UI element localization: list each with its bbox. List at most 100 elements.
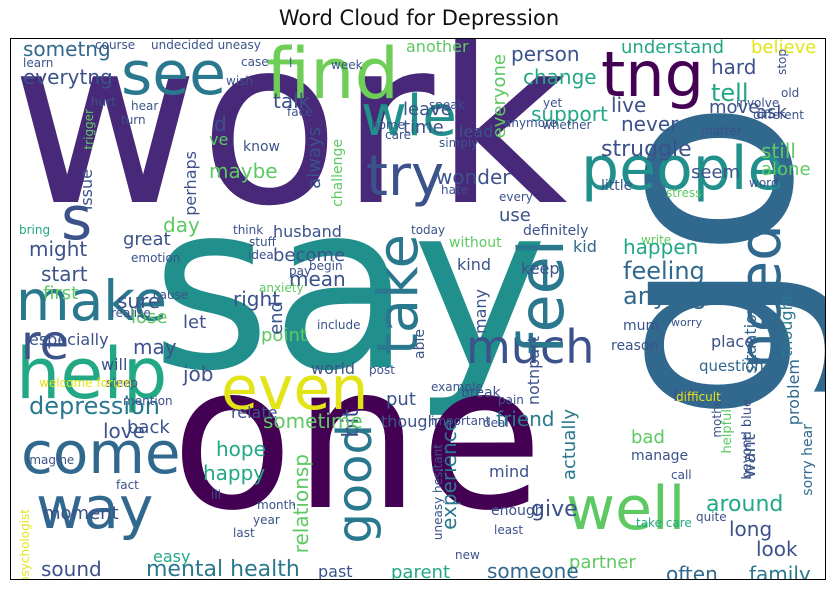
word-give: give: [531, 497, 578, 522]
word-re: re: [21, 315, 70, 371]
word-ve: ve: [209, 130, 229, 149]
word-even: even: [221, 354, 369, 424]
word-care: care: [385, 128, 412, 142]
word-stress: stress: [666, 186, 702, 200]
word-come: come: [21, 419, 181, 487]
word-mental-health: mental health: [146, 557, 300, 580]
word-lot: lot: [673, 385, 697, 406]
word-whether: whether: [542, 118, 592, 132]
word-cloud: work say one go people find tng see help make come…: [10, 38, 826, 580]
word-understand: understand: [621, 38, 725, 58]
word-sometng: sometng: [23, 38, 111, 61]
word-different: different: [753, 108, 804, 122]
word-mum: mum: [623, 318, 660, 334]
word-easy: easy: [153, 547, 191, 566]
word-every: every: [499, 190, 533, 204]
word-hear: hear: [131, 99, 159, 113]
word-anymore: anymore: [504, 116, 558, 130]
word-people: people: [581, 134, 785, 204]
word-definitely: definitely: [523, 223, 589, 239]
word-problem: problem: [784, 359, 803, 426]
word-important: important: [431, 414, 491, 428]
word-use: use: [499, 205, 531, 226]
word-stop: stop: [775, 49, 789, 75]
word-might: might: [29, 237, 88, 261]
word-long: long: [729, 517, 773, 541]
word-point: point: [261, 325, 307, 346]
word-hate: hate: [441, 183, 469, 197]
word-little: little: [601, 178, 633, 194]
word-happen: happen: [623, 235, 699, 259]
word-alone: alone: [761, 159, 811, 180]
word-bad: bad: [631, 427, 665, 448]
word-though: though: [381, 412, 438, 431]
word-word: word: [749, 176, 779, 190]
word-kid: kid: [573, 237, 597, 256]
word-simply: simply: [439, 136, 479, 150]
word-course: course: [95, 38, 136, 52]
word-call: call: [671, 468, 692, 482]
word-learn: learn: [23, 56, 54, 70]
word-ask: ask: [756, 102, 787, 123]
word-turn: turn: [121, 113, 146, 127]
word-find: find: [266, 38, 399, 115]
word-hurt: hurt: [91, 95, 116, 109]
word-stuff: stuff: [249, 235, 276, 249]
word-s: s: [61, 184, 93, 254]
word-break: break: [461, 385, 501, 401]
word-year: year: [253, 513, 280, 527]
word-keep: keep: [521, 259, 560, 278]
word-month: month: [257, 498, 296, 512]
word-week: week: [331, 58, 363, 72]
word-wish: wish: [226, 74, 254, 88]
word-know: know: [243, 139, 280, 155]
word-husband: husband: [273, 222, 342, 241]
word-struggle: struggle: [601, 137, 692, 162]
word-never: never: [621, 112, 679, 136]
word-good: good: [327, 424, 383, 544]
word-yet: yet: [543, 96, 563, 110]
word-issue: issue: [77, 169, 96, 211]
word-quite: quite: [696, 510, 727, 524]
word-trigger: trigger: [82, 109, 96, 150]
word-place: place: [711, 332, 755, 351]
word-wonder: wonder: [436, 165, 511, 189]
word-old: old: [781, 86, 800, 100]
word-live: live: [611, 93, 647, 117]
word-reason: reason: [611, 338, 659, 354]
word-anytng: anytng: [623, 282, 707, 310]
word-job: job: [183, 362, 214, 386]
word-leave: leave: [403, 99, 452, 120]
word-believe: believe: [751, 38, 817, 58]
word-imagine: imagine: [26, 453, 75, 467]
word-notnpart: notnpart: [524, 336, 543, 406]
word-look: look: [756, 537, 798, 561]
word-much: much: [466, 320, 595, 374]
word-deal: deal: [483, 416, 509, 430]
word-talk: talk: [273, 89, 311, 113]
word-make: make: [16, 269, 168, 333]
word-case: case: [241, 55, 269, 69]
word-l: l: [289, 56, 293, 70]
word-question: question: [699, 357, 764, 375]
word-idea: idea: [248, 248, 274, 262]
word-may: may: [133, 335, 177, 359]
word-difficult: difficult: [676, 390, 721, 404]
word-pay: pay: [289, 264, 312, 278]
word-lead: lead: [459, 122, 494, 141]
word-hard: hard: [711, 55, 757, 79]
word-undecided-uneasy: undecided uneasy: [151, 38, 261, 52]
word-think: think: [233, 223, 264, 237]
word-way: way: [36, 474, 154, 542]
word-well: well: [566, 474, 686, 544]
page-title: Word Cloud for Depression: [278, 6, 560, 30]
word-without: without: [449, 235, 502, 251]
word-right: right: [233, 287, 280, 311]
word-manage: manage: [631, 448, 689, 464]
word-wle: wle: [361, 84, 457, 149]
word-one: one: [171, 322, 544, 555]
word-relate: relate: [231, 403, 278, 422]
word-include: include: [317, 318, 361, 332]
word-challenge: challenge: [330, 139, 346, 207]
word-back: back: [127, 417, 170, 438]
